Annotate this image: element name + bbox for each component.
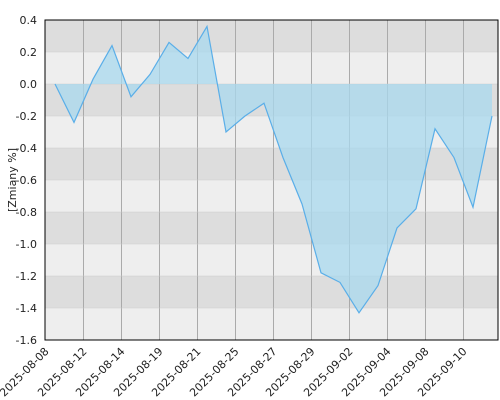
y-tick-label: -1.0 [16,238,37,251]
stripe [45,212,498,244]
y-tick-label: 0.0 [20,78,38,91]
area [55,26,492,313]
stripe [45,148,498,180]
y-tick-label: -1.4 [16,302,37,315]
y-tick-label: -0.4 [16,142,37,155]
y-tick-label: -1.6 [16,334,37,347]
stripe [45,276,498,308]
stripe [45,244,498,276]
y-tick-label: -0.2 [16,110,37,123]
y-tick-label: 0.4 [20,14,38,27]
y-tick-label: 0.2 [20,46,38,59]
y-tick-label: -0.6 [16,174,37,187]
plot-frame [44,19,499,341]
stripe [45,308,498,340]
stripe [45,20,498,52]
line [54,24,493,314]
stripe [45,180,498,212]
y-tick-label: -0.8 [16,206,37,219]
y-axis-label: [Zmiany %] [6,148,19,212]
y-tick-label: -1.2 [16,270,37,283]
